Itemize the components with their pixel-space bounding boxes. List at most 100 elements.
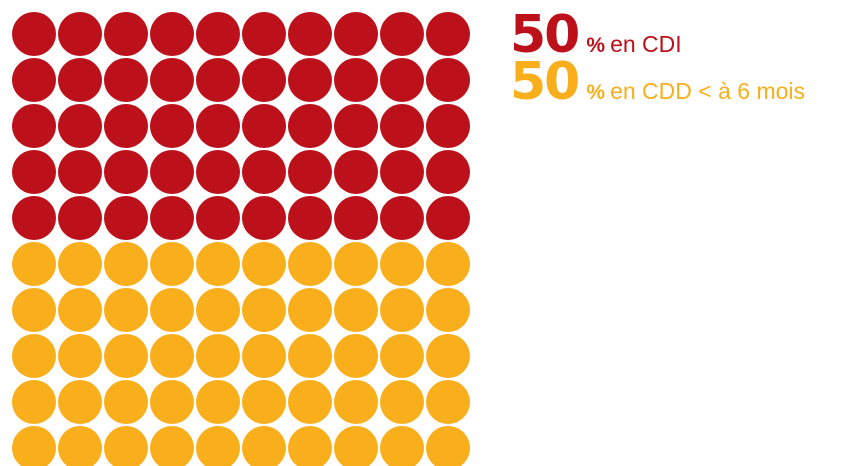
waffle-dot-cdi — [334, 150, 378, 194]
legend-value-cdi: 50 — [510, 5, 580, 65]
waffle-dot-cdi — [104, 150, 148, 194]
waffle-dot-cdi — [196, 104, 240, 148]
waffle-dot-cdi — [12, 196, 56, 240]
waffle-dot-cdi — [150, 196, 194, 240]
waffle-dot-cdd — [104, 426, 148, 466]
waffle-dot-cdd — [288, 242, 332, 286]
waffle-dot-cdi — [58, 104, 102, 148]
waffle-dot-cdi — [380, 58, 424, 102]
waffle-dot-cdd — [380, 426, 424, 466]
waffle-dot-cdi — [380, 104, 424, 148]
waffle-dot-cdd — [380, 334, 424, 378]
waffle-dot-cdi — [58, 58, 102, 102]
waffle-dot-cdi — [196, 12, 240, 56]
waffle-dot-cdd — [104, 288, 148, 332]
waffle-dot-cdi — [104, 104, 148, 148]
waffle-dot-cdi — [242, 150, 286, 194]
waffle-dot-cdd — [12, 242, 56, 286]
waffle-dot-cdi — [288, 12, 332, 56]
waffle-dot-cdd — [58, 426, 102, 466]
waffle-dot-cdd — [334, 426, 378, 466]
waffle-dot-cdd — [334, 242, 378, 286]
waffle-dot-cdd — [58, 242, 102, 286]
waffle-dot-cdd — [12, 380, 56, 424]
waffle-dot-cdi — [12, 150, 56, 194]
waffle-dot-cdi — [426, 104, 470, 148]
waffle-dot-cdi — [242, 104, 286, 148]
waffle-dot-cdd — [242, 288, 286, 332]
legend-item-cdi: 50 % en CDI — [510, 5, 805, 65]
waffle-dot-cdi — [104, 196, 148, 240]
waffle-dot-cdd — [150, 242, 194, 286]
waffle-dot-cdd — [426, 426, 470, 466]
waffle-dot-cdd — [242, 242, 286, 286]
waffle-dot-cdi — [12, 58, 56, 102]
waffle-dot-cdd — [104, 380, 148, 424]
waffle-dot-cdd — [150, 426, 194, 466]
waffle-dot-cdi — [288, 58, 332, 102]
waffle-dot-cdi — [242, 12, 286, 56]
waffle-dot-cdd — [150, 288, 194, 332]
waffle-dot-cdd — [288, 288, 332, 332]
waffle-dot-cdi — [334, 104, 378, 148]
waffle-dot-cdd — [196, 334, 240, 378]
waffle-dot-cdd — [242, 426, 286, 466]
waffle-dot-cdi — [242, 196, 286, 240]
waffle-dot-cdi — [334, 12, 378, 56]
waffle-dot-cdd — [380, 288, 424, 332]
legend-unit-cdi: % — [586, 34, 606, 57]
waffle-dot-cdi — [12, 104, 56, 148]
waffle-dot-cdi — [58, 150, 102, 194]
legend-unit-cdd: % — [586, 81, 606, 104]
waffle-dot-cdi — [196, 58, 240, 102]
waffle-dot-cdi — [426, 196, 470, 240]
waffle-dot-cdi — [288, 196, 332, 240]
waffle-dot-cdi — [426, 58, 470, 102]
waffle-dot-cdi — [426, 150, 470, 194]
waffle-dot-cdd — [12, 288, 56, 332]
waffle-dot-cdd — [242, 334, 286, 378]
waffle-dot-cdi — [150, 104, 194, 148]
waffle-dot-cdi — [288, 104, 332, 148]
waffle-dot-cdd — [196, 242, 240, 286]
legend-item-cdd: 50 % en CDD < à 6 mois — [510, 52, 806, 112]
waffle-dot-cdd — [426, 334, 470, 378]
waffle-dot-cdd — [242, 380, 286, 424]
waffle-dot-cdd — [288, 380, 332, 424]
waffle-dot-cdd — [426, 242, 470, 286]
waffle-dot-cdi — [380, 150, 424, 194]
legend-label-cdd: en CDD < à 6 mois — [610, 78, 806, 104]
waffle-dot-cdi — [380, 196, 424, 240]
legend: 50 % en CDI 50 % en CDD < à 6 mois — [510, 5, 806, 112]
waffle-dot-cdd — [426, 288, 470, 332]
waffle-dot-cdi — [196, 150, 240, 194]
waffle-dot-cdi — [242, 58, 286, 102]
waffle-dot-cdi — [334, 58, 378, 102]
waffle-dot-cdd — [288, 426, 332, 466]
waffle-dot-cdd — [288, 334, 332, 378]
waffle-dot-cdd — [334, 334, 378, 378]
waffle-dot-cdd — [380, 380, 424, 424]
waffle-dot-cdd — [58, 334, 102, 378]
waffle-dot-cdd — [196, 288, 240, 332]
legend-label-cdi: en CDI — [610, 31, 682, 57]
waffle-dot-cdi — [288, 150, 332, 194]
waffle-dot-cdi — [380, 12, 424, 56]
waffle-dot-cdd — [150, 380, 194, 424]
waffle-dot-cdd — [380, 242, 424, 286]
waffle-dot-cdd — [196, 426, 240, 466]
legend-value-cdd: 50 — [510, 52, 580, 112]
waffle-dot-cdd — [12, 426, 56, 466]
waffle-dot-cdd — [196, 380, 240, 424]
waffle-dot-cdd — [58, 380, 102, 424]
waffle-dot-cdd — [12, 334, 56, 378]
waffle-dot-cdi — [426, 12, 470, 56]
waffle-dot-cdi — [58, 12, 102, 56]
waffle-dot-cdd — [58, 288, 102, 332]
waffle-dot-cdi — [104, 58, 148, 102]
waffle-dot-cdd — [334, 380, 378, 424]
waffle-dot-cdd — [150, 334, 194, 378]
waffle-dot-cdi — [58, 196, 102, 240]
waffle-chart — [12, 12, 470, 466]
waffle-dot-cdd — [104, 334, 148, 378]
